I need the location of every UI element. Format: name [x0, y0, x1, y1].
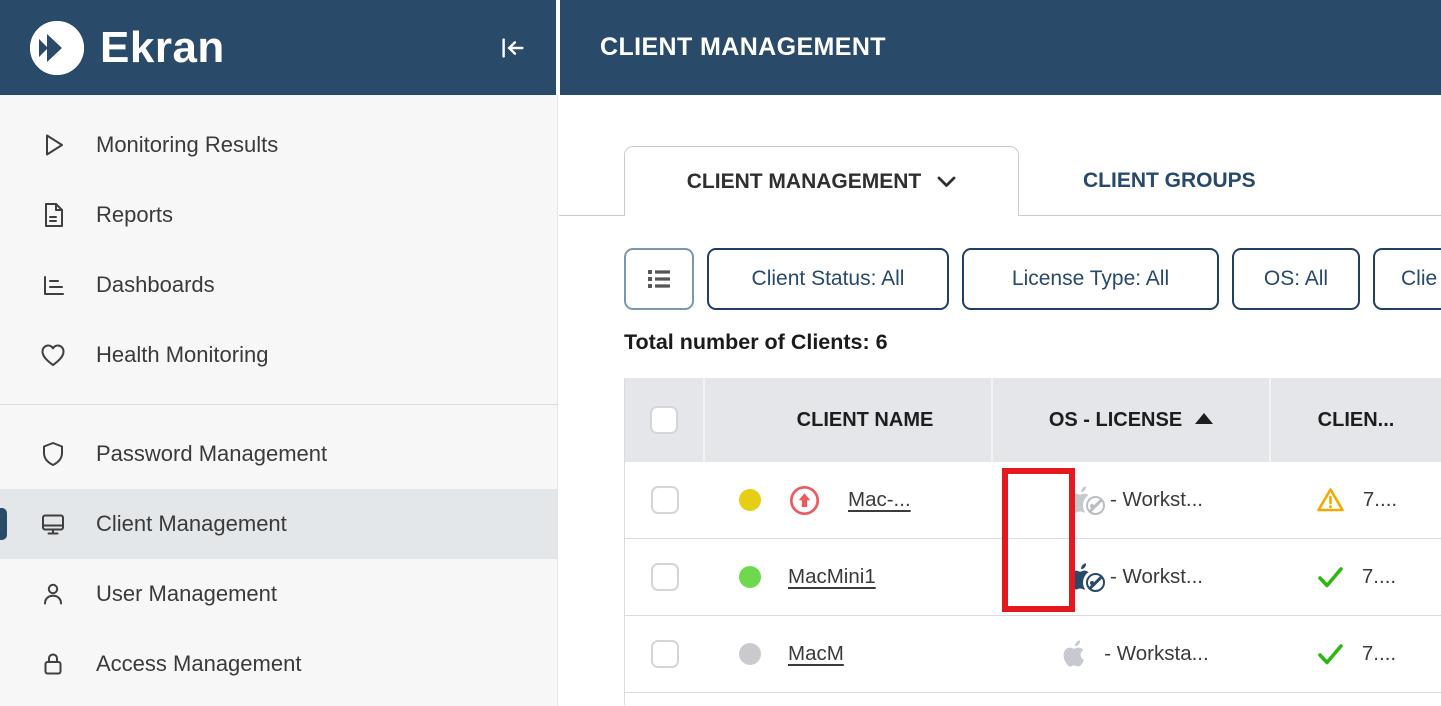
row-checkbox[interactable]	[651, 640, 679, 668]
sidebar-item-client-management[interactable]: Client Management	[0, 489, 557, 559]
list-view-button[interactable]	[624, 248, 694, 310]
monitor-icon	[38, 509, 68, 539]
status-dot-green	[739, 566, 761, 588]
play-icon	[38, 130, 68, 160]
filter-client-truncated[interactable]: Clie	[1373, 248, 1441, 310]
check-icon	[1316, 565, 1345, 590]
license-text: - Worksta...	[1104, 642, 1209, 665]
filter-toolbar: Client Status: All License Type: All OS:…	[624, 248, 1441, 310]
monitoring-disabled-badge-icon	[1085, 573, 1105, 592]
collapse-sidebar-button[interactable]	[497, 32, 529, 64]
update-available-icon	[788, 484, 821, 517]
report-icon	[38, 200, 68, 230]
tab-client-management[interactable]: CLIENT MANAGEMENT	[624, 146, 1019, 216]
tab-label: CLIENT MANAGEMENT	[686, 169, 922, 193]
lock-icon	[38, 649, 68, 679]
apple-icon	[1061, 482, 1105, 518]
table-row: Mac-... - Workst...	[625, 462, 1441, 539]
clients-table: CLIENT NAME OS - LICENSE CLIEN...	[624, 378, 1441, 705]
row-checkbox[interactable]	[651, 563, 679, 591]
sidebar-item-label: Password Management	[96, 441, 328, 466]
client-name-link[interactable]: Mac-...	[848, 488, 911, 511]
row-checkbox[interactable]	[651, 486, 679, 514]
heart-icon	[38, 340, 68, 370]
sidebar-item-health-monitoring[interactable]: Health Monitoring	[0, 320, 557, 390]
sidebar-item-user-management[interactable]: User Management	[0, 559, 557, 629]
apple-icon	[1055, 636, 1091, 672]
header-divider-line	[556, 0, 560, 95]
monitoring-disabled-badge-icon	[1085, 496, 1105, 515]
sort-asc-icon	[1195, 413, 1214, 424]
sidebar-item-label: Client Management	[96, 511, 287, 536]
license-text: - Workst...	[1109, 565, 1203, 588]
filter-os[interactable]: OS: All	[1232, 248, 1360, 310]
sidebar-item-access-management[interactable]: Access Management	[0, 629, 557, 699]
sidebar-item-label: User Management	[96, 581, 277, 606]
sidebar-item-reports[interactable]: Reports	[0, 180, 557, 250]
client-version-text: 7....	[1362, 488, 1398, 511]
client-version-text: 7....	[1361, 565, 1397, 588]
main-panel: CLIENT MANAGEMENT CLIENT MANAGEMENT CLIE…	[559, 0, 1441, 706]
select-all-header-cell	[625, 378, 705, 462]
sidebar-group-monitoring: Monitoring Results Reports Dashboards He…	[0, 110, 557, 390]
license-text: - Workst...	[1109, 488, 1203, 511]
sidebar-header: Ekran	[0, 0, 557, 95]
client-name-link[interactable]: MacMini1	[788, 565, 876, 588]
sidebar-item-label: Monitoring Results	[96, 132, 279, 157]
table-header-row: CLIENT NAME OS - LICENSE CLIEN...	[625, 378, 1441, 462]
sidebar-item-monitoring-results[interactable]: Monitoring Results	[0, 110, 557, 180]
chevron-down-icon	[937, 176, 956, 187]
chart-icon	[38, 270, 68, 300]
select-all-checkbox[interactable]	[650, 406, 678, 434]
status-dot-yellow	[739, 489, 761, 511]
tab-label: CLIENT GROUPS	[1083, 168, 1256, 192]
user-icon	[38, 579, 68, 609]
sidebar: Ekran Monitoring Results	[0, 0, 558, 706]
ekran-logo[interactable]: Ekran	[30, 20, 225, 75]
apple-icon	[1061, 559, 1105, 595]
tab-client-groups[interactable]: CLIENT GROUPS	[1049, 146, 1290, 215]
table-row: MacM - Worksta... 7....	[625, 616, 1441, 693]
list-icon	[648, 270, 670, 288]
sidebar-item-label: Access Management	[96, 651, 302, 676]
page-title: CLIENT MANAGEMENT	[600, 33, 886, 61]
status-dot-gray	[739, 643, 761, 665]
ekran-logo-text: Ekran	[100, 22, 225, 72]
sidebar-item-label: Reports	[96, 202, 174, 227]
total-clients-label: Total number of Clients: 6	[624, 330, 888, 354]
shield-icon	[38, 439, 68, 469]
client-version-text: 7....	[1361, 642, 1397, 665]
filter-client-status[interactable]: Client Status: All	[707, 248, 949, 310]
sidebar-item-label: Dashboards	[96, 272, 215, 297]
column-header-os-license[interactable]: OS - LICENSE	[993, 378, 1271, 462]
sidebar-group-management: Password Management Client Management Us…	[0, 419, 557, 699]
warning-icon	[1315, 486, 1346, 514]
column-header-client-truncated[interactable]: CLIEN...	[1317, 408, 1395, 431]
table-row: MacMini1 - Workst...	[625, 539, 1441, 616]
page-header: CLIENT MANAGEMENT	[559, 0, 1441, 95]
ekran-logo-icon	[30, 20, 84, 75]
sidebar-item-dashboards[interactable]: Dashboards	[0, 250, 557, 320]
sidebar-item-label: Health Monitoring	[96, 342, 269, 367]
filter-license-type[interactable]: License Type: All	[962, 248, 1219, 310]
column-header-client-name[interactable]: CLIENT NAME	[705, 378, 993, 462]
sidebar-item-password-management[interactable]: Password Management	[0, 419, 557, 489]
check-icon	[1316, 642, 1345, 667]
table-row-partial	[625, 693, 1441, 705]
client-name-link[interactable]: MacM	[788, 642, 844, 665]
sidebar-divider	[0, 404, 557, 405]
collapse-left-icon	[502, 38, 524, 58]
